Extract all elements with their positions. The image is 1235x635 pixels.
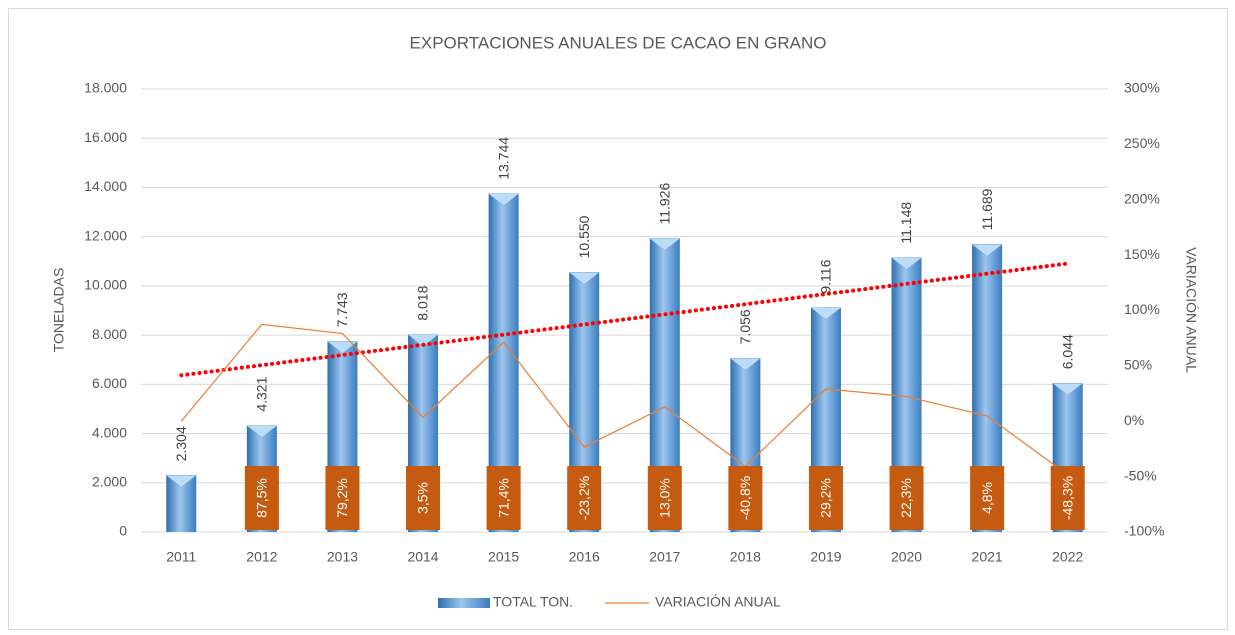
bar-cap	[1051, 383, 1084, 396]
y-tick-label: 8.000	[92, 326, 127, 342]
bar-value-label: 9.116	[818, 259, 834, 293]
bar-value-label: 4.321	[254, 376, 270, 411]
legend-label: VARIACIÓN ANUAL	[655, 594, 781, 610]
x-tick-label: 2015	[488, 549, 519, 565]
y-tick-label: 2.000	[92, 473, 127, 489]
y-tick-label: 14.000	[84, 178, 127, 194]
y2-tick-label: -100%	[1124, 523, 1164, 539]
y-tick-label: 4.000	[92, 424, 127, 440]
y2-tick-label: 200%	[1124, 190, 1160, 206]
bar-value-label: 6.044	[1059, 334, 1075, 369]
bar-cap	[568, 272, 600, 285]
y-tick-label: 12.000	[84, 227, 127, 243]
line-label-box	[406, 466, 441, 530]
x-tick-label: 2019	[810, 549, 841, 565]
y2-tick-label: 250%	[1124, 135, 1160, 151]
y-tick-label: 16.000	[84, 129, 127, 145]
y2-tick-label: -50%	[1124, 467, 1157, 483]
line-value-label: 87,5%	[254, 478, 270, 518]
y-tick-label: 6.000	[92, 375, 127, 391]
x-tick-label: 2021	[972, 549, 1003, 565]
bar-value-label: 11.689	[979, 188, 995, 230]
y2-tick-label: 300%	[1124, 80, 1160, 96]
y2-tick-label: 0%	[1124, 412, 1144, 428]
bar-cap	[729, 358, 762, 371]
line-label-box	[567, 466, 602, 530]
line-value-label: -23,2%	[576, 476, 592, 520]
line-value-label: 13,0%	[656, 478, 672, 518]
x-tick-label: 2020	[891, 549, 922, 565]
bar-cap	[890, 257, 923, 270]
chart-title: EXPORTACIONES ANUALES DE CACAO EN GRANO	[410, 33, 827, 52]
line-value-label: -48,3%	[1059, 476, 1075, 520]
line-label-box	[1050, 466, 1085, 530]
trendline	[179, 261, 1070, 378]
bar-cap	[649, 238, 681, 251]
y-tick-label: 18.000	[84, 80, 127, 96]
x-tick-label: 2017	[649, 549, 680, 565]
bar-cap	[487, 193, 520, 207]
x-tick-label: 2018	[730, 549, 761, 565]
x-tick-label: 2012	[246, 549, 277, 565]
bar-cap	[971, 244, 1003, 257]
x-tick-label: 2022	[1052, 549, 1083, 565]
bar-value-label: 7.743	[334, 292, 350, 327]
bar-cap	[810, 307, 842, 320]
line-value-label: 71,4%	[495, 478, 511, 518]
bar-value-label: 2.304	[173, 426, 189, 461]
line-value-label: 29,2%	[818, 478, 834, 518]
y2-tick-label: 50%	[1124, 357, 1152, 373]
line-value-label: 79,2%	[334, 478, 350, 518]
bar-cap	[407, 334, 439, 347]
line-label-box	[808, 466, 843, 530]
bar-value-label: 11.148	[898, 202, 914, 244]
y2-tick-label: 100%	[1124, 301, 1160, 317]
y-axis-title: TONELADAS	[51, 268, 67, 353]
line-value-label: 22,3%	[898, 478, 914, 518]
bar-value-label: 8.018	[415, 285, 431, 320]
x-tick-label: 2014	[407, 549, 438, 565]
line	[180, 323, 1069, 476]
x-tick-label: 2011	[166, 549, 196, 565]
line-value-label: -40,8%	[737, 476, 753, 520]
legend-label: TOTAL TON.	[493, 594, 573, 610]
line-value-label: 3,5%	[415, 482, 431, 514]
y-tick-label: 0	[119, 523, 127, 539]
line-label-box	[647, 466, 682, 530]
bar-value-label: 10.550	[576, 215, 592, 258]
y-tick-label: 10.000	[84, 277, 127, 293]
line-label-box	[325, 466, 360, 530]
line-label-box	[728, 466, 763, 530]
bar-cap	[326, 341, 359, 354]
bar-cap	[165, 475, 198, 488]
bar-value-label: 11.926	[656, 182, 672, 224]
line-label-box	[244, 466, 279, 530]
x-tick-label: 2013	[327, 549, 358, 565]
y2-tick-label: 150%	[1124, 246, 1160, 262]
line-value-label: 4,8%	[979, 482, 995, 514]
line-label-box	[486, 466, 521, 530]
x-tick-label: 2016	[569, 549, 600, 565]
bar-value-label: 7.056	[737, 309, 753, 344]
legend-swatch	[438, 598, 490, 608]
line-label-box	[970, 466, 1005, 530]
bar-value-label: 13.744	[495, 137, 511, 180]
line-label-box	[889, 466, 924, 530]
y2-axis-title: VARIACIÓN ANUAL	[1183, 247, 1199, 373]
bar-cap	[246, 425, 278, 438]
